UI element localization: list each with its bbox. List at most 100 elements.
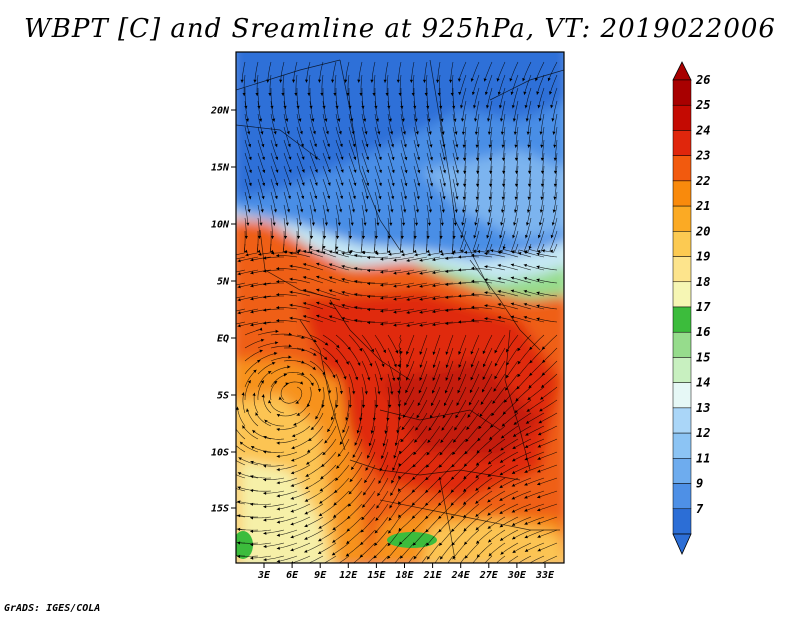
streamline-arrow [314,195,318,199]
streamline [428,412,441,431]
colorbar-label: 15 [696,350,710,364]
streamline [528,373,545,389]
streamline [550,87,558,109]
streamline [290,477,311,487]
streamline-arrow [325,131,329,135]
streamline [471,280,493,284]
streamline [283,191,290,213]
streamline [498,74,506,96]
streamline [316,249,337,258]
streamline [413,178,420,200]
streamline-arrow [515,398,519,402]
streamline-arrow [374,250,378,254]
streamline-arrow [306,403,310,407]
streamline [450,503,467,519]
streamline-arrow [393,271,397,275]
streamline-arrow [439,451,443,456]
streamline [494,360,506,380]
streamline [236,515,246,518]
streamline [489,425,506,441]
streamline [503,152,506,174]
streamline [417,386,428,407]
streamline-arrow [258,252,262,256]
streamline-arrow [338,131,342,135]
streamline-arrow [537,495,541,499]
streamline [523,277,545,284]
streamline [348,191,355,213]
streamline [432,360,441,381]
streamline [335,347,349,365]
streamline [450,61,454,83]
streamline [374,178,381,200]
streamline [328,276,350,284]
streamline [536,265,558,271]
streamline-arrow [535,77,539,82]
streamline [270,88,273,109]
streamline-arrow [237,298,241,302]
streamline [400,100,405,122]
streamline-arrow [487,525,491,529]
streamline-arrow [471,305,475,309]
streamline [263,542,285,548]
streamline-arrow [512,549,516,553]
streamline [319,477,337,492]
streamline [413,204,417,226]
streamline [263,516,285,521]
streamline [510,264,532,271]
streamline [387,516,402,534]
streamline-arrow [436,79,440,83]
streamline-arrow [528,245,532,250]
streamline [270,100,275,122]
streamline-arrow [497,91,501,95]
streamline-arrow [378,196,382,200]
streamline-arrow [301,195,305,199]
streamline [400,191,406,213]
streamline-arrow [497,263,501,268]
streamline [524,529,545,539]
streamline-arrow [248,169,252,173]
streamline [263,490,285,494]
streamline [336,451,350,469]
streamline-arrow [299,131,303,135]
streamline-arrow [462,196,466,200]
streamline-arrow [411,489,416,493]
streamline [515,386,532,402]
streamline-arrow [499,484,503,488]
streamline [380,282,402,286]
streamline [528,139,532,161]
streamline-arrow [361,516,365,520]
streamline [393,295,415,300]
streamline [432,321,454,326]
streamline [466,412,480,430]
streamline-arrow [341,304,345,308]
streamline-arrow [263,558,267,562]
streamline-arrow [352,454,356,458]
streamline-arrow [276,306,280,310]
streamline-arrow [250,543,254,547]
streamline [310,412,324,431]
colorbar-swatch [672,79,692,106]
streamline-arrow [511,483,516,487]
streamline [426,217,429,239]
streamline [250,256,272,261]
streamline-arrow [387,250,391,254]
streamline [362,243,376,254]
streamline-arrow [470,376,474,381]
streamline [426,113,432,135]
streamline-arrow [432,271,436,275]
streamline [405,360,415,381]
streamline [387,529,402,547]
streamline-arrow [335,246,339,250]
streamline-arrow [404,182,408,187]
streamline [477,165,480,187]
streamline-arrow [432,323,436,327]
streamline [322,165,331,186]
streamline-arrow [500,551,504,555]
streamline-arrow [316,275,320,279]
streamline [236,428,246,440]
streamline-arrow [442,415,446,419]
colorbar-label: 16 [696,325,710,339]
streamline [511,464,532,474]
streamline-arrow [409,79,413,83]
